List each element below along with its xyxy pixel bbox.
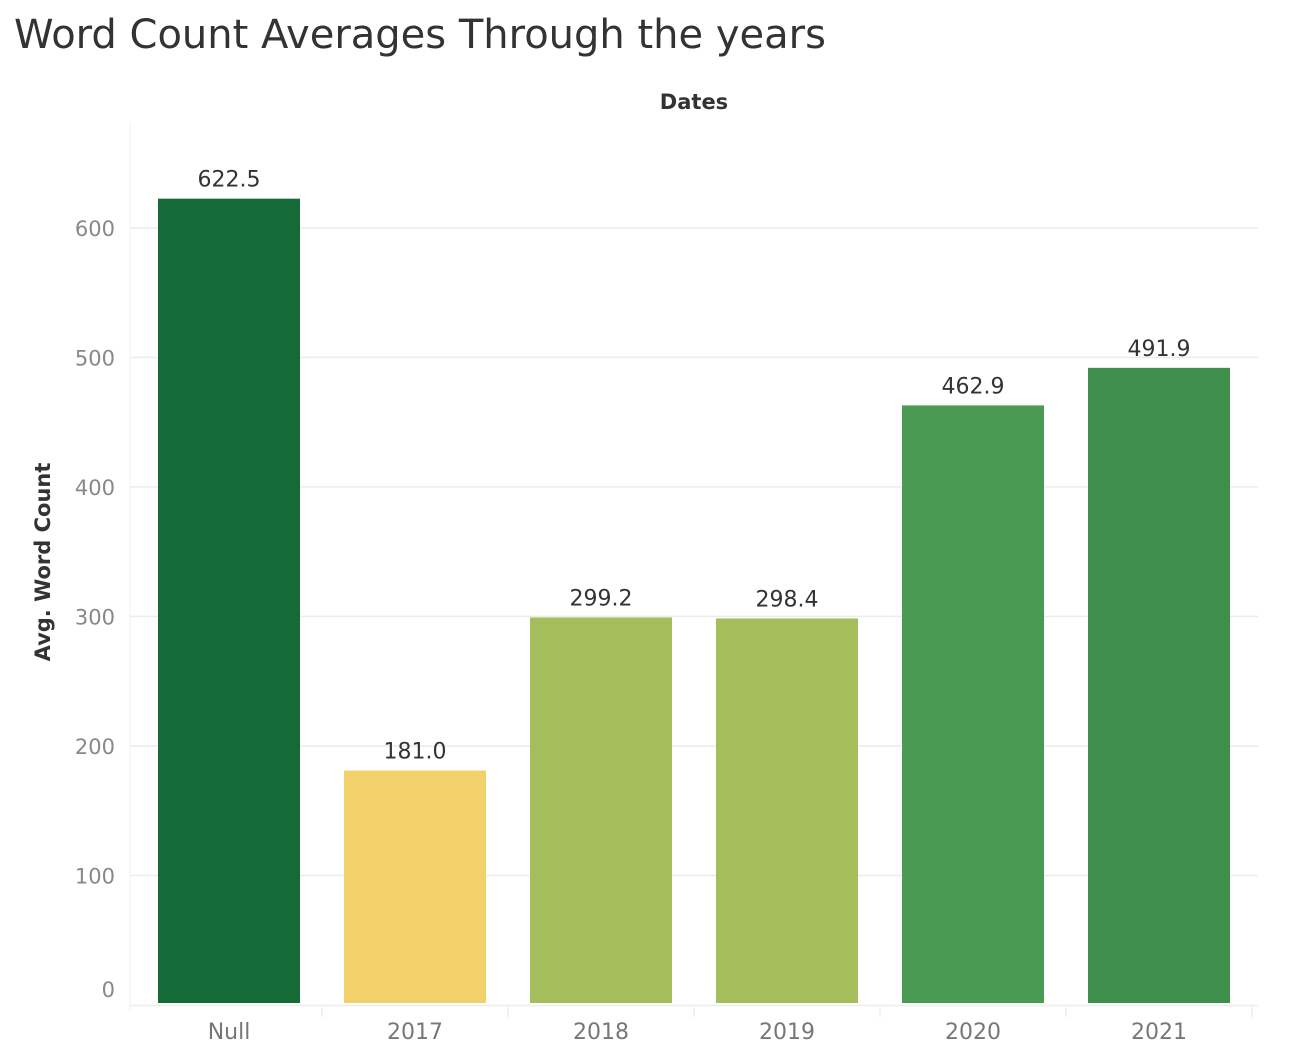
x-category-label: 2017	[387, 1020, 443, 1045]
x-category-label: 2021	[1131, 1020, 1187, 1045]
data-label: 181.0	[384, 740, 447, 765]
data-label: 298.4	[756, 587, 819, 612]
x-category-label: Null	[208, 1020, 251, 1045]
bar[interactable]	[902, 405, 1044, 1003]
bar[interactable]	[158, 198, 300, 1003]
y-tick-label: 500	[75, 346, 115, 370]
chart-title: Word Count Averages Through the years	[14, 12, 826, 58]
data-label: 299.2	[570, 586, 633, 611]
x-axis-categories: Null 2017 2018 2019 2020 2021	[208, 1020, 1187, 1045]
bar[interactable]	[716, 618, 858, 1003]
y-tick-label: 200	[75, 735, 115, 759]
y-tick-label: 400	[75, 476, 115, 500]
gridlines	[129, 122, 1258, 1017]
data-label: 491.9	[1128, 337, 1191, 362]
bar[interactable]	[344, 770, 486, 1003]
bar[interactable]	[1088, 367, 1230, 1003]
y-axis-ticks: 0 100 200 300 400 500 600	[75, 217, 115, 1002]
y-tick-label: 300	[75, 605, 115, 629]
data-labels: 622.5 181.0 299.2 298.4 462.9 491.9	[198, 168, 1191, 765]
x-category-label: 2019	[759, 1020, 815, 1045]
bar[interactable]	[530, 617, 672, 1003]
y-tick-label: 100	[75, 864, 115, 888]
y-tick-label: 0	[102, 978, 115, 1002]
column-header: Dates	[659, 90, 729, 114]
x-category-label: 2020	[945, 1020, 1001, 1045]
x-category-label: 2018	[573, 1020, 629, 1045]
y-tick-label: 600	[75, 217, 115, 241]
data-label: 622.5	[198, 168, 261, 193]
data-label: 462.9	[942, 374, 1005, 399]
bars	[158, 198, 1230, 1003]
